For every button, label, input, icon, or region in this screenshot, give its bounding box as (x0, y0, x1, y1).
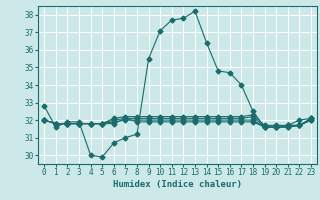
X-axis label: Humidex (Indice chaleur): Humidex (Indice chaleur) (113, 180, 242, 189)
